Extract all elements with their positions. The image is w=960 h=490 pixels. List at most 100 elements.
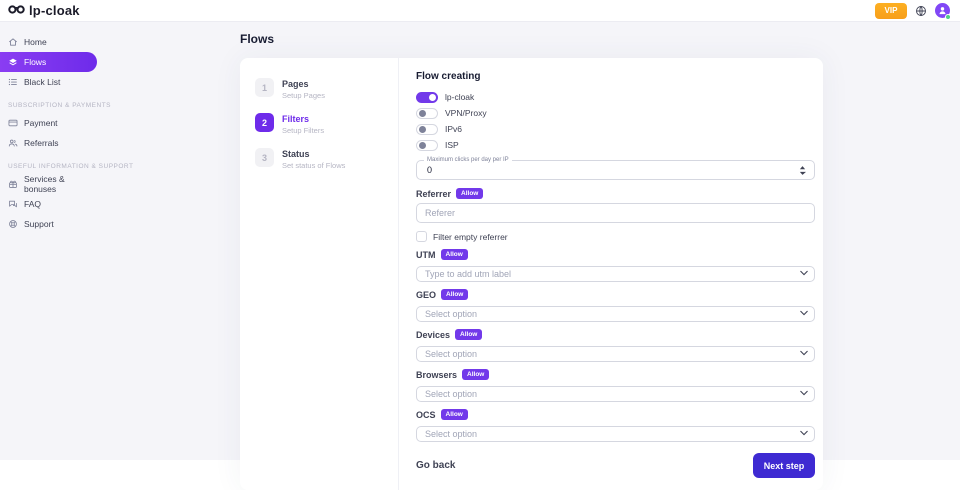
sidebar-item-label: Home [24,37,47,47]
topbar-actions: VIP [875,2,951,20]
person-icon [937,5,948,16]
step-title: Status [282,149,310,159]
chevron-down-icon [800,390,808,396]
filter-empty-referrer-label: Filter empty referrer [433,231,508,242]
globe-icon[interactable] [915,5,927,17]
sidebar-item-label: Services & bonuses [24,174,65,194]
sidebar-item-services-bonuses[interactable]: Services & bonuses [0,174,97,194]
vertical-divider [398,58,399,490]
referrer-allow-badge[interactable]: Allow [456,188,484,199]
list-icon [8,77,18,87]
referrer-input[interactable] [416,203,815,223]
geo-label-row: GEO Allow [416,289,815,300]
sidebar-item-support[interactable]: Support [0,214,97,234]
toggle-label: VPN/Proxy [445,108,487,118]
brand-logo[interactable]: lp-cloak [8,2,80,20]
step-subtitle: Set status of Flows [282,161,346,170]
utm-label: UTM [416,249,436,260]
step-pages[interactable]: 1 Pages Setup Pages [255,78,398,100]
filter-empty-referrer-checkbox[interactable] [416,231,427,242]
sidebar-item-label: Support [24,219,54,229]
toggle-vpn-proxy[interactable]: VPN/Proxy [416,107,815,119]
toggle-switch-on[interactable] [416,91,438,103]
avatar[interactable] [935,3,951,20]
toggle-label: IPv6 [445,124,463,134]
step-subtitle: Setup Filters [282,126,325,135]
devices-label-row: Devices Allow [416,329,815,340]
brand-name: lp-cloak [29,3,80,18]
utm-select[interactable] [416,266,815,282]
ocs-allow-badge[interactable]: Allow [440,409,468,420]
sidebar-item-home[interactable]: Home [0,32,97,52]
go-back-button[interactable]: Go back [416,460,456,471]
devices-allow-badge[interactable]: Allow [455,329,483,340]
toggle-label: ISP [445,140,459,150]
step-title: Pages [282,79,309,89]
lifebuoy-icon [8,219,18,229]
utm-label-row: UTM Allow [416,249,815,260]
browsers-label-row: Browsers Allow [416,369,815,380]
utm-allow-badge[interactable]: Allow [440,249,468,260]
step-number: 3 [255,148,274,167]
app-shell: Home Flows Black List SUBSCRIPTION & PAY… [0,22,960,490]
browsers-label: Browsers [416,369,458,380]
browsers-allow-badge[interactable]: Allow [462,369,490,380]
max-clicks-label: Maximum clicks per day per IP [424,157,512,163]
filters-form: Flow creating lp-cloak VPN/Proxy IPv6 IS… [399,58,823,490]
step-number: 1 [255,78,274,97]
form-footer: Go back Next step [416,453,815,478]
sidebar-item-faq[interactable]: FAQ [0,194,97,214]
flows-icon [8,57,18,67]
gift-icon [8,179,18,189]
toggle-lp-cloak[interactable]: lp-cloak [416,91,815,103]
sidebar-item-label: Black List [24,77,61,87]
chat-icon [8,199,18,209]
vip-button[interactable]: VIP [875,2,907,19]
toggle-isp[interactable]: ISP [416,139,815,151]
chevron-down-icon [800,270,808,276]
next-step-button[interactable]: Next step [753,453,815,478]
people-icon [8,138,18,148]
credit-card-icon [8,118,18,128]
sidebar-section-title: USEFUL INFORMATION & SUPPORT [0,153,133,174]
devices-select[interactable] [416,346,815,362]
ocs-label-row: OCS Allow [416,409,815,420]
sidebar-item-payment[interactable]: Payment [0,113,97,133]
max-clicks-input[interactable] [425,164,799,176]
stepper-control[interactable] [799,165,806,176]
toggle-ipv6[interactable]: IPv6 [416,123,815,135]
step-number: 2 [255,113,274,132]
ocs-select[interactable] [416,426,815,442]
chevron-down-icon [800,350,808,356]
sidebar-item-label: Referrals [24,138,59,148]
home-icon [8,37,18,47]
sidebar-section-title: SUBSCRIPTION & PAYMENTS [0,92,111,113]
sidebar-item-label: FAQ [24,199,42,209]
toggle-switch-off[interactable] [416,139,438,151]
step-filters[interactable]: 2 Filters Setup Filters [255,113,398,135]
toggle-label: lp-cloak [445,92,475,102]
step-subtitle: Setup Pages [282,91,325,100]
sidebar-item-flows[interactable]: Flows [0,52,97,72]
browsers-select[interactable] [416,386,815,402]
sidebar-item-referrals[interactable]: Referrals [0,133,97,153]
max-clicks-field[interactable]: Maximum clicks per day per IP [416,157,815,180]
geo-allow-badge[interactable]: Allow [441,289,469,300]
sidebar: Home Flows Black List SUBSCRIPTION & PAY… [0,22,133,460]
wizard-steps: 1 Pages Setup Pages 2 Filters Setup Filt… [240,58,398,490]
topbar: lp-cloak VIP [0,0,960,22]
toggle-switch-off[interactable] [416,107,438,119]
ocs-label: OCS [416,409,436,420]
main-content: Flows 1 Pages Setup Pages 2 Filters Setu… [97,22,960,490]
toggle-switch-off[interactable] [416,123,438,135]
sidebar-item-black-list[interactable]: Black List [0,72,97,92]
geo-select[interactable] [416,306,815,322]
page-title: Flows [240,32,275,46]
step-status[interactable]: 3 Status Set status of Flows [255,148,398,170]
chevron-down-icon [800,430,808,436]
referrer-label: Referrer [416,188,452,199]
step-title: Filters [282,114,310,124]
chevron-down-icon [800,310,808,316]
filter-empty-referrer-row[interactable]: Filter empty referrer [416,231,815,242]
form-heading: Flow creating [416,71,481,82]
